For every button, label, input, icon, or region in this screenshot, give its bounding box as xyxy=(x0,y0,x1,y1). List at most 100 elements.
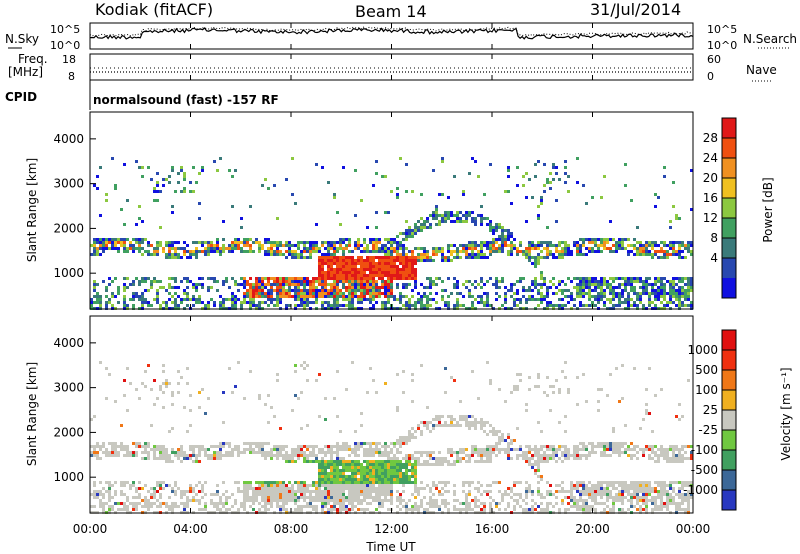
heatmap-cell xyxy=(189,280,192,283)
heatmap-cell xyxy=(141,499,144,502)
heatmap-cell xyxy=(339,430,342,433)
heatmap-cell xyxy=(195,250,198,253)
heatmap-cell xyxy=(582,286,585,289)
heatmap-cell xyxy=(675,214,678,217)
heatmap-cell xyxy=(372,289,375,292)
heatmap-cell xyxy=(180,493,183,496)
heatmap-cell xyxy=(246,241,249,244)
heatmap-cell xyxy=(420,226,423,229)
heatmap-cell xyxy=(219,157,222,160)
heatmap-cell xyxy=(417,292,420,295)
heatmap-cell xyxy=(354,448,357,451)
heatmap-cell xyxy=(438,415,441,418)
heatmap-cell xyxy=(633,247,636,250)
heatmap-cell xyxy=(384,451,387,454)
heatmap-cell xyxy=(663,250,666,253)
heatmap-cell xyxy=(576,181,579,184)
heatmap-cell xyxy=(498,439,501,442)
heatmap-cell xyxy=(120,502,123,505)
heatmap-cell xyxy=(141,292,144,295)
heatmap-cell xyxy=(156,289,159,292)
heatmap-cell xyxy=(324,292,327,295)
heatmap-cell xyxy=(294,460,297,463)
heatmap-cell xyxy=(492,232,495,235)
heatmap-cell xyxy=(513,499,516,502)
heatmap-cell xyxy=(426,217,429,220)
heatmap-cell xyxy=(576,505,579,508)
heatmap-cell xyxy=(441,295,444,298)
heatmap-cell xyxy=(300,304,303,307)
heatmap-cell xyxy=(600,238,603,241)
heatmap-cell xyxy=(456,424,459,427)
heatmap-cell xyxy=(198,295,201,298)
heatmap-cell xyxy=(354,271,357,274)
heatmap-cell xyxy=(384,454,387,457)
heatmap-cell xyxy=(171,166,174,169)
heatmap-cell xyxy=(339,490,342,493)
heatmap-cell xyxy=(324,484,327,487)
heatmap-cell xyxy=(387,460,390,463)
heatmap-cell xyxy=(354,289,357,292)
heatmap-cell xyxy=(486,448,489,451)
heatmap-cell xyxy=(432,427,435,430)
heatmap-cell xyxy=(330,241,333,244)
heatmap-cell xyxy=(594,295,597,298)
heatmap-cell xyxy=(246,301,249,304)
heatmap-cell xyxy=(93,301,96,304)
heatmap-cell xyxy=(378,271,381,274)
heatmap-cell xyxy=(156,505,159,508)
heatmap-cell xyxy=(333,241,336,244)
heatmap-cell xyxy=(600,250,603,253)
heatmap-cell xyxy=(660,247,663,250)
heatmap-cell xyxy=(90,505,93,508)
heatmap-cell xyxy=(339,280,342,283)
heatmap-cell xyxy=(324,445,327,448)
heatmap-cell xyxy=(135,160,138,163)
heatmap-cell xyxy=(567,289,570,292)
heatmap-cell xyxy=(93,505,96,508)
heatmap-cell xyxy=(384,475,387,478)
heatmap-cell xyxy=(339,493,342,496)
heatmap-cell xyxy=(201,250,204,253)
heatmap-cell xyxy=(522,286,525,289)
heatmap-cell xyxy=(327,181,330,184)
heatmap-cell xyxy=(390,481,393,484)
heatmap-cell xyxy=(504,190,507,193)
heatmap-cell xyxy=(321,262,324,265)
heatmap-cell xyxy=(606,247,609,250)
heatmap-cell xyxy=(531,499,534,502)
heatmap-cell xyxy=(546,448,549,451)
heatmap-cell xyxy=(408,475,411,478)
heatmap-cell xyxy=(546,250,549,253)
heatmap-cell xyxy=(375,238,378,241)
heatmap-cell xyxy=(450,253,453,256)
heatmap-cell xyxy=(582,487,585,490)
heatmap-cell xyxy=(393,472,396,475)
heatmap-cell xyxy=(543,280,546,283)
heatmap-cell xyxy=(273,298,276,301)
heatmap-cell xyxy=(339,457,342,460)
heatmap-cell xyxy=(594,250,597,253)
heatmap-cell xyxy=(408,265,411,268)
heatmap-cell xyxy=(516,253,519,256)
heatmap-cell xyxy=(327,259,330,262)
heatmap-cell xyxy=(288,247,291,250)
heatmap-cell xyxy=(168,454,171,457)
heatmap-cell xyxy=(180,445,183,448)
heatmap-cell xyxy=(219,448,222,451)
heatmap-cell xyxy=(339,295,342,298)
heatmap-cell xyxy=(570,481,573,484)
heatmap-cell xyxy=(96,295,99,298)
heatmap-cell xyxy=(147,502,150,505)
heatmap-cell xyxy=(642,481,645,484)
heatmap-cell xyxy=(102,241,105,244)
heatmap-cell xyxy=(111,496,114,499)
heatmap-cell xyxy=(384,292,387,295)
heatmap-cell xyxy=(249,289,252,292)
heatmap-cell xyxy=(657,256,660,259)
heatmap-cell xyxy=(246,499,249,502)
heatmap-cell xyxy=(507,238,510,241)
heatmap-cell xyxy=(189,448,192,451)
heatmap-cell xyxy=(576,376,579,379)
heatmap-cell xyxy=(621,481,624,484)
